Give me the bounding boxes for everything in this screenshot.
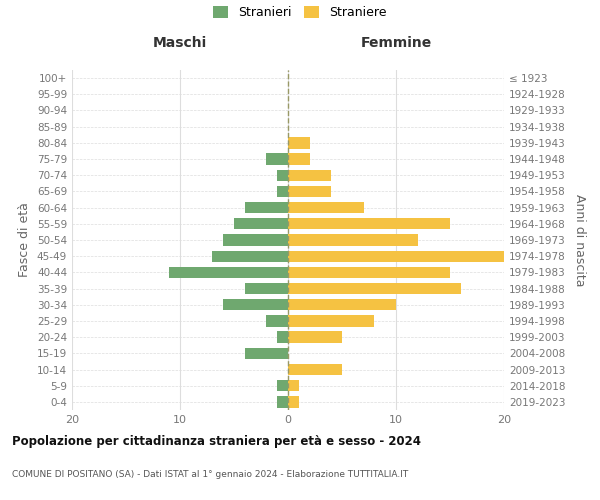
Text: Femmine: Femmine <box>361 36 431 50</box>
Bar <box>288 364 342 375</box>
Bar <box>212 250 288 262</box>
Text: COMUNE DI POSITANO (SA) - Dati ISTAT al 1° gennaio 2024 - Elaborazione TUTTITALI: COMUNE DI POSITANO (SA) - Dati ISTAT al … <box>12 470 408 479</box>
Bar <box>288 186 331 197</box>
Bar <box>288 137 310 148</box>
Bar <box>266 316 288 326</box>
Bar <box>245 348 288 359</box>
Y-axis label: Fasce di età: Fasce di età <box>19 202 31 278</box>
Bar <box>288 380 299 392</box>
Y-axis label: Anni di nascita: Anni di nascita <box>572 194 586 286</box>
Bar <box>277 170 288 181</box>
Bar <box>245 283 288 294</box>
Bar <box>223 234 288 246</box>
Bar <box>288 266 450 278</box>
Bar <box>288 250 504 262</box>
Bar <box>288 234 418 246</box>
Bar <box>223 299 288 310</box>
Bar <box>245 202 288 213</box>
Bar <box>277 186 288 197</box>
Bar <box>288 332 342 343</box>
Bar <box>288 154 310 164</box>
Bar <box>277 396 288 407</box>
Bar <box>288 218 450 230</box>
Bar <box>288 396 299 407</box>
Bar <box>234 218 288 230</box>
Bar <box>288 202 364 213</box>
Text: Popolazione per cittadinanza straniera per età e sesso - 2024: Popolazione per cittadinanza straniera p… <box>12 435 421 448</box>
Legend: Stranieri, Straniere: Stranieri, Straniere <box>213 6 387 19</box>
Bar <box>277 380 288 392</box>
Bar <box>266 154 288 164</box>
Bar <box>169 266 288 278</box>
Text: Maschi: Maschi <box>153 36 207 50</box>
Bar <box>288 316 374 326</box>
Bar <box>288 299 396 310</box>
Bar <box>277 332 288 343</box>
Bar <box>288 170 331 181</box>
Bar <box>288 283 461 294</box>
